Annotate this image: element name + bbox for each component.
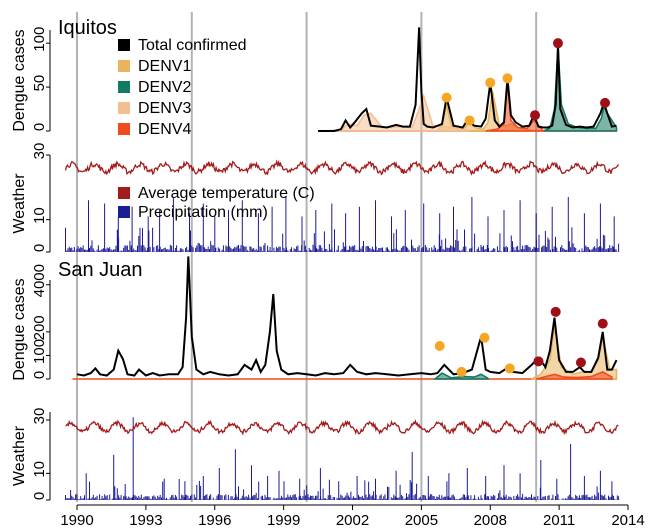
y-tick-label: 100 bbox=[31, 339, 48, 364]
peak-marker bbox=[597, 318, 608, 329]
peak-marker bbox=[504, 363, 515, 374]
temperature-line bbox=[65, 419, 619, 436]
panel-title: San Juan bbox=[58, 259, 143, 281]
peak-marker bbox=[485, 77, 496, 88]
legend-label: DENV3 bbox=[138, 100, 191, 117]
panel-title: Iquitos bbox=[58, 17, 117, 39]
x-tick-label: 1990 bbox=[60, 512, 93, 529]
y-tick-label: 0 bbox=[31, 371, 48, 379]
y-tick-label: 50 bbox=[31, 75, 48, 92]
legend-swatch bbox=[118, 60, 130, 72]
series-total-confirmed bbox=[76, 256, 618, 377]
x-tick-label: 1999 bbox=[267, 512, 300, 529]
x-tick-label: 2005 bbox=[405, 512, 438, 529]
legend-label: Precipitation (mm) bbox=[138, 204, 268, 221]
peak-marker bbox=[441, 92, 452, 103]
peak-marker bbox=[456, 366, 467, 377]
y-tick-label: 200 bbox=[31, 315, 48, 340]
precipitation-bars bbox=[65, 197, 620, 252]
y-axis-label: Weather bbox=[11, 425, 28, 486]
y-tick-label: 0 bbox=[31, 492, 48, 500]
peak-marker bbox=[479, 332, 490, 343]
peak-marker bbox=[464, 115, 475, 126]
peak-marker bbox=[600, 97, 611, 108]
y-tick-label: 10 bbox=[31, 461, 48, 478]
y-tick-label: 4000 bbox=[31, 264, 48, 297]
precipitation-bars bbox=[65, 417, 620, 500]
peak-marker bbox=[434, 341, 445, 351]
peak-marker bbox=[550, 306, 561, 317]
legend-swatch bbox=[118, 206, 130, 218]
peak-marker bbox=[530, 110, 541, 121]
series-denv2 bbox=[432, 372, 489, 380]
x-tick-label: 2014 bbox=[611, 512, 644, 529]
x-tick-label: 2002 bbox=[336, 512, 369, 529]
legend-swatch bbox=[118, 39, 130, 51]
x-tick-label: 2008 bbox=[474, 512, 507, 529]
temperature-line bbox=[64, 159, 619, 176]
legend-label: DENV1 bbox=[138, 58, 191, 75]
legend-swatch bbox=[118, 187, 130, 199]
peak-marker bbox=[502, 73, 513, 84]
y-tick-label: 100 bbox=[31, 27, 48, 52]
legend-swatch bbox=[118, 102, 130, 114]
legend-label: DENV4 bbox=[138, 121, 191, 138]
peak-marker bbox=[552, 38, 563, 49]
x-tick-label: 1996 bbox=[198, 512, 231, 529]
peak-marker bbox=[533, 356, 544, 367]
x-tick-label: 2011 bbox=[543, 512, 575, 529]
y-tick-label: 30 bbox=[31, 408, 48, 425]
y-tick-label: 10 bbox=[31, 207, 48, 224]
legend-label: Total confirmed bbox=[138, 37, 247, 54]
x-tick-label: 1993 bbox=[129, 512, 162, 529]
y-tick-label: 0 bbox=[31, 244, 48, 252]
series-denv3 bbox=[318, 93, 469, 132]
y-tick-label: 30 bbox=[31, 143, 48, 160]
y-axis-label: Weather bbox=[11, 173, 28, 234]
legend-label: Average temperature (C) bbox=[138, 185, 315, 202]
legend-swatch bbox=[118, 123, 130, 135]
peak-marker bbox=[575, 357, 586, 368]
series-denv4 bbox=[535, 371, 613, 380]
y-axis-label: Dengue cases bbox=[11, 29, 28, 131]
legend-swatch bbox=[118, 81, 130, 93]
y-tick-label: 0 bbox=[31, 123, 48, 131]
series-total-confirmed bbox=[318, 27, 617, 132]
legend-label: DENV2 bbox=[138, 79, 191, 96]
x-axis: 1990 1993 1996 1999 2002 2005 2008 2011 2014 bbox=[60, 504, 645, 529]
y-axis-label: Dengue cases bbox=[11, 278, 28, 380]
